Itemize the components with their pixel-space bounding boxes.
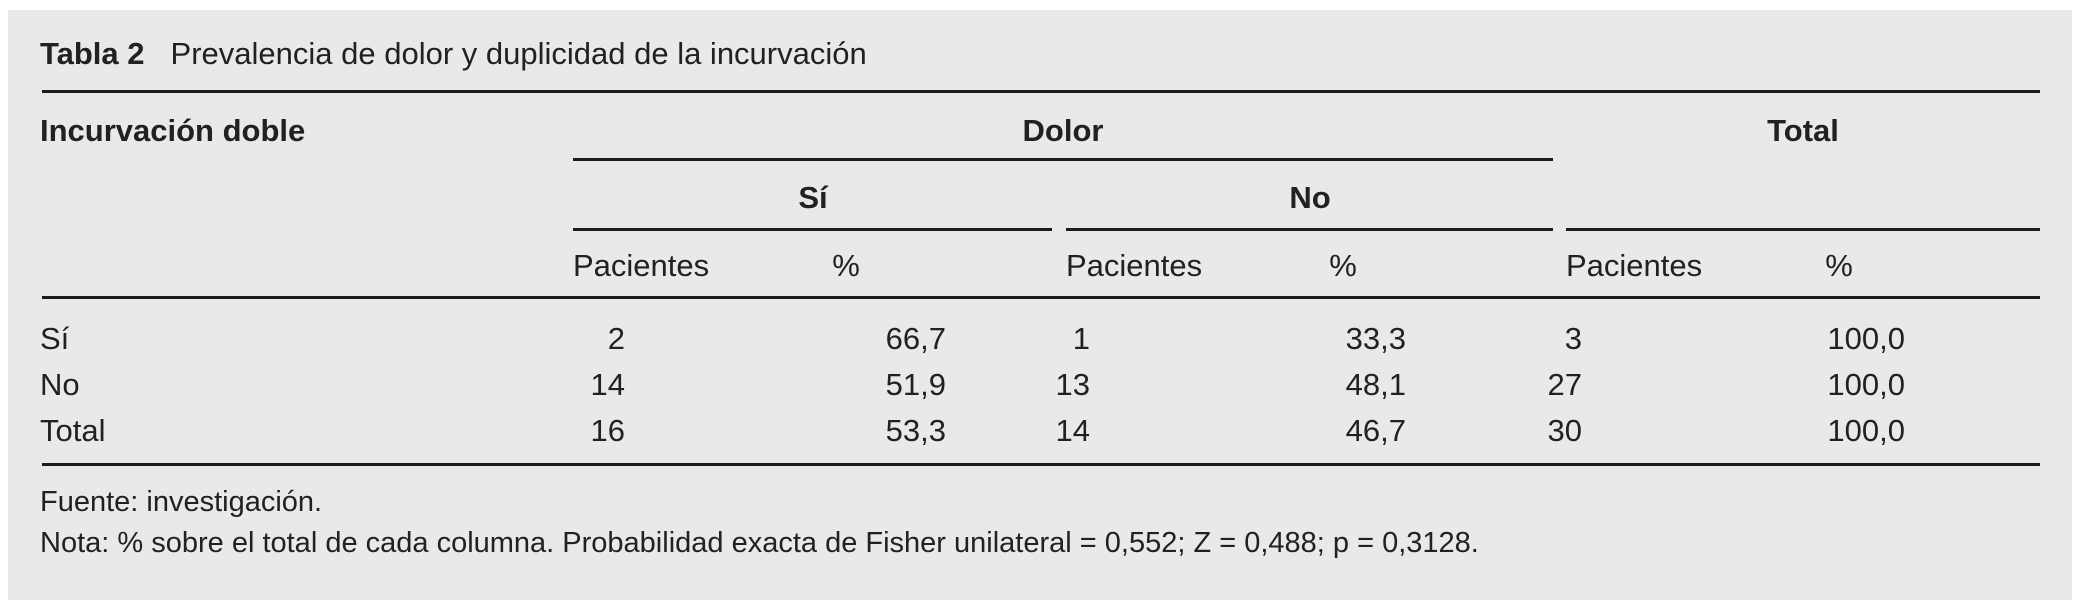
- cell-no-pct: 46,7: [1345, 413, 1406, 448]
- col-header-pct-no: %: [1329, 248, 1357, 283]
- footnote-fuente: Fuente: investigación.: [40, 486, 323, 518]
- rule-body-bottom: [42, 463, 2040, 466]
- subgroup-header-si: Sí: [798, 180, 828, 215]
- cell-total-pacientes: 30: [1547, 413, 1582, 448]
- row-label: Sí: [40, 321, 70, 356]
- col-header-pacientes-si: Pacientes: [573, 248, 710, 283]
- table-background-panel: [8, 10, 2072, 600]
- col-header-pct-si: %: [832, 248, 860, 283]
- col-header-pacientes-no: Pacientes: [1066, 248, 1203, 283]
- cell-no-pacientes: 1: [1072, 321, 1090, 356]
- subgroup-header-no: No: [1289, 180, 1331, 215]
- cell-no-pacientes: 13: [1055, 367, 1090, 402]
- cell-si-pct: 51,9: [885, 367, 946, 402]
- rule-header-bottom: [42, 296, 2040, 299]
- col-header-pacientes-total: Pacientes: [1566, 248, 1703, 283]
- row-label: Total: [40, 413, 106, 448]
- cell-total-pacientes: 27: [1547, 367, 1582, 402]
- cell-no-pct: 48,1: [1345, 367, 1406, 402]
- cell-si-pacientes: 16: [590, 413, 625, 448]
- table-caption-label: Tabla 2: [40, 36, 145, 71]
- stub-header: Incurvación doble: [40, 113, 306, 148]
- cell-total-pacientes: 3: [1564, 321, 1582, 356]
- rule-no-underline: [1066, 228, 1553, 231]
- table-caption: Tabla 2 Prevalencia de dolor y duplicidad…: [40, 36, 867, 72]
- cell-no-pct: 33,3: [1345, 321, 1406, 356]
- cell-total-pct: 100,0: [1827, 321, 1905, 356]
- col-header-pct-total: %: [1825, 248, 1853, 283]
- cell-no-pacientes: 14: [1055, 413, 1090, 448]
- footnote-nota: Nota: % sobre el total de cada columna. …: [40, 527, 1479, 559]
- rule-si-underline: [573, 228, 1052, 231]
- cell-total-pct: 100,0: [1827, 367, 1905, 402]
- rule-top: [42, 90, 2040, 93]
- rule-dolor-underline: [573, 158, 1553, 161]
- row-label: No: [40, 367, 80, 402]
- cell-total-pct: 100,0: [1827, 413, 1905, 448]
- cell-si-pct: 53,3: [885, 413, 946, 448]
- cell-si-pct: 66,7: [885, 321, 946, 356]
- group-header-total: Total: [1767, 113, 1839, 148]
- table-caption-title: Prevalencia de dolor y duplicidad de la …: [170, 36, 867, 71]
- group-header-dolor: Dolor: [1022, 113, 1104, 148]
- rule-total-underline: [1566, 228, 2040, 231]
- cell-si-pacientes: 14: [590, 367, 625, 402]
- cell-si-pacientes: 2: [607, 321, 625, 356]
